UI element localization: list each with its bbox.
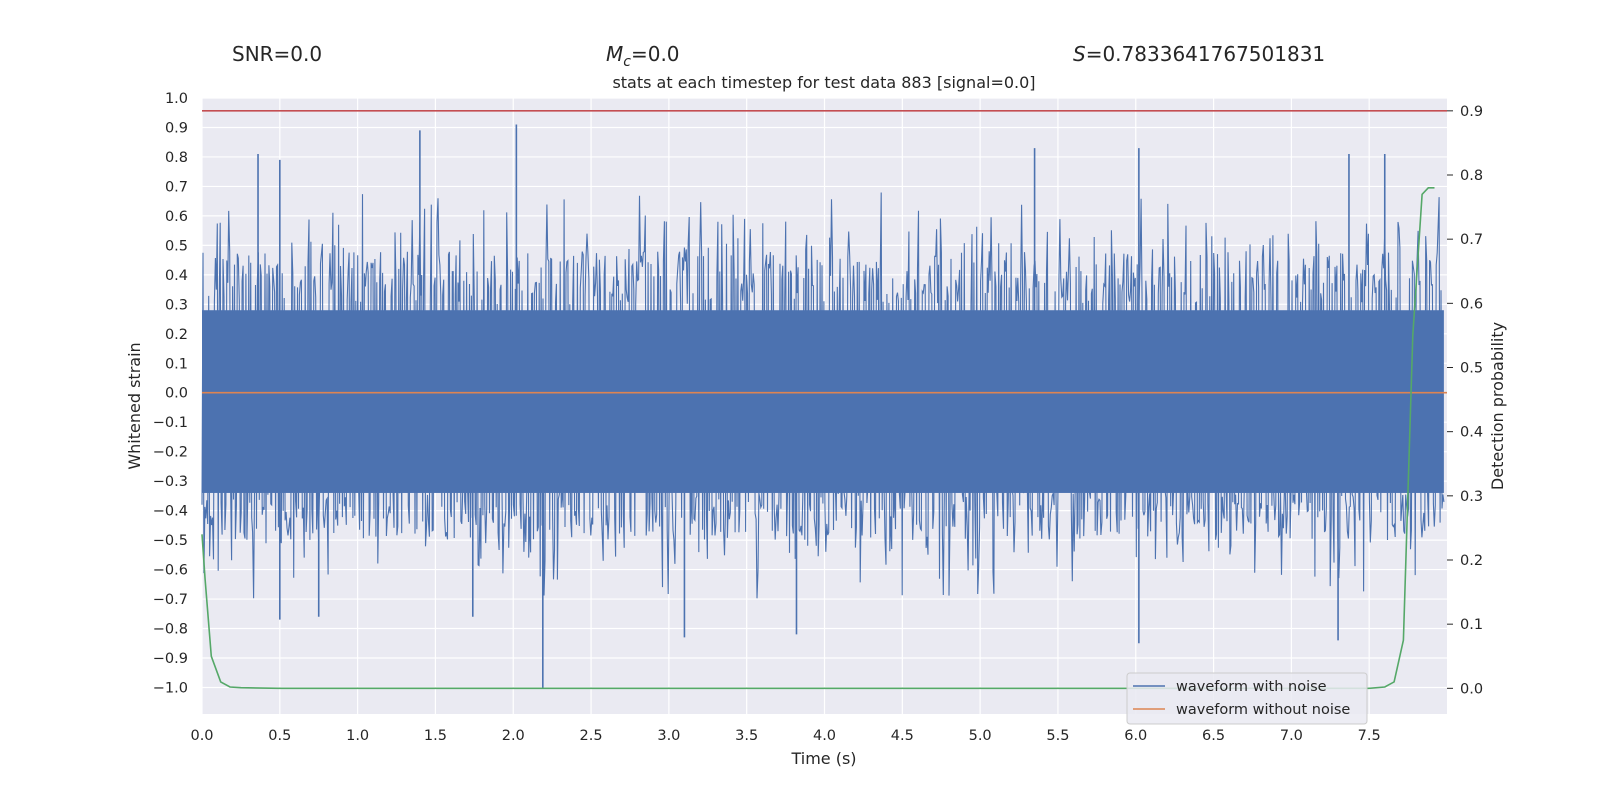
x-tick-label: 2.5 [580,728,603,744]
noise-core-band [202,310,1444,493]
s-value: =0.7833641767501831 [1086,42,1325,66]
x-tick-label: 0.5 [268,728,291,744]
y-tick-label: 0.5 [165,238,188,254]
mc-label: Mc=0.0 [606,42,680,70]
y2-tick-label: 0.1 [1460,617,1483,633]
y-tick-label: 0.6 [165,209,188,225]
y-tick-label: 0.7 [165,179,188,195]
legend-box [1126,672,1368,725]
mc-value: =0.0 [631,42,680,66]
y2-axis-ticks: 0.9 0.8 0.7 0.6 0.5 0.4 0.3 0.2 0.1 0.0 [1447,104,1483,697]
x-tick-label: 0.0 [190,728,213,744]
x-tick-label: 5.0 [969,728,992,744]
series-waveform-with-noise [201,124,1445,688]
y-tick-label: 0.8 [165,150,188,166]
y-tick-label: 1.0 [165,91,188,107]
y-tick-label: 0.9 [165,120,188,136]
y-tick-label: −0.9 [153,651,188,667]
y-tick-label: 0.1 [165,356,188,372]
chart-title: stats at each timestep for test data 883… [612,73,1035,92]
s-label: S=0.7833641767501831 [1073,42,1325,66]
y2-tick-label: 0.9 [1460,104,1483,120]
y2-tick-label: 0.8 [1460,168,1483,184]
x-tick-label: 4.5 [891,728,914,744]
x-tick-label: 3.0 [657,728,680,744]
y-tick-label: −0.1 [153,415,188,431]
mc-symbol: M [606,42,623,66]
s-symbol: S [1073,42,1086,66]
x-tick-label: 5.5 [1046,728,1069,744]
x-tick-label: 6.0 [1124,728,1147,744]
y2-axis-label: Detection probability [1488,322,1507,490]
series-line-2 [201,187,1435,690]
y-tick-label: −0.8 [153,622,188,638]
y-tick-label: −0.7 [153,592,188,608]
y-tick-label: −0.4 [153,504,188,520]
x-tick-label: 7.0 [1280,728,1303,744]
x-tick-label: 3.5 [735,728,758,744]
y-tick-label: −0.2 [153,445,188,461]
x-tick-label: 2.0 [502,728,525,744]
y2-tick-label: 0.6 [1460,296,1483,312]
x-tick-label: 4.0 [813,728,836,744]
y-tick-label: 0.3 [165,297,188,313]
y-tick-label: −0.6 [153,563,188,579]
y2-tick-label: 0.2 [1460,553,1483,569]
x-tick-label: 7.5 [1358,728,1381,744]
y-axis-label: Whitened strain [125,342,144,469]
x-tick-label: 1.0 [346,728,369,744]
legend-label-clean: waveform without noise [1176,702,1350,718]
legend-label-noise: waveform with noise [1176,679,1327,695]
y-tick-label: 0.4 [165,268,188,284]
y-tick-label: −0.3 [153,474,188,490]
y-axis-ticks: 1.0 0.9 0.8 0.7 0.6 0.5 0.4 0.3 0.2 0.1 0.0 −0.1 −0.… [153,91,188,696]
y-tick-label: 0.2 [165,327,188,343]
y-tick-label: −0.5 [153,533,188,549]
y-tick-label: −1.0 [153,680,188,696]
x-tick-label: 1.5 [424,728,447,744]
y2-tick-label: 0.4 [1460,425,1483,441]
x-tick-label: 6.5 [1202,728,1225,744]
x-axis-label: Time (s) [790,749,856,768]
y-tick-label: 0.0 [165,386,188,402]
x-axis-ticks: 0.0 0.5 1.0 1.5 2.0 2.5 3.0 3.5 4.0 4.5 5.0 5.5 6.0 6… [190,728,1380,744]
series-lines [201,110,1447,690]
snr-label: SNR=0.0 [232,42,322,66]
mc-subscript: c [623,54,631,70]
y2-tick-label: 0.5 [1460,361,1483,377]
legend: waveform with noise waveform without noi… [1126,672,1368,725]
y2-tick-label: 0.3 [1460,489,1483,505]
noise-trace [201,192,1445,599]
y2-tick-label: 0.0 [1460,681,1483,697]
y2-tick-label: 0.7 [1460,232,1483,248]
